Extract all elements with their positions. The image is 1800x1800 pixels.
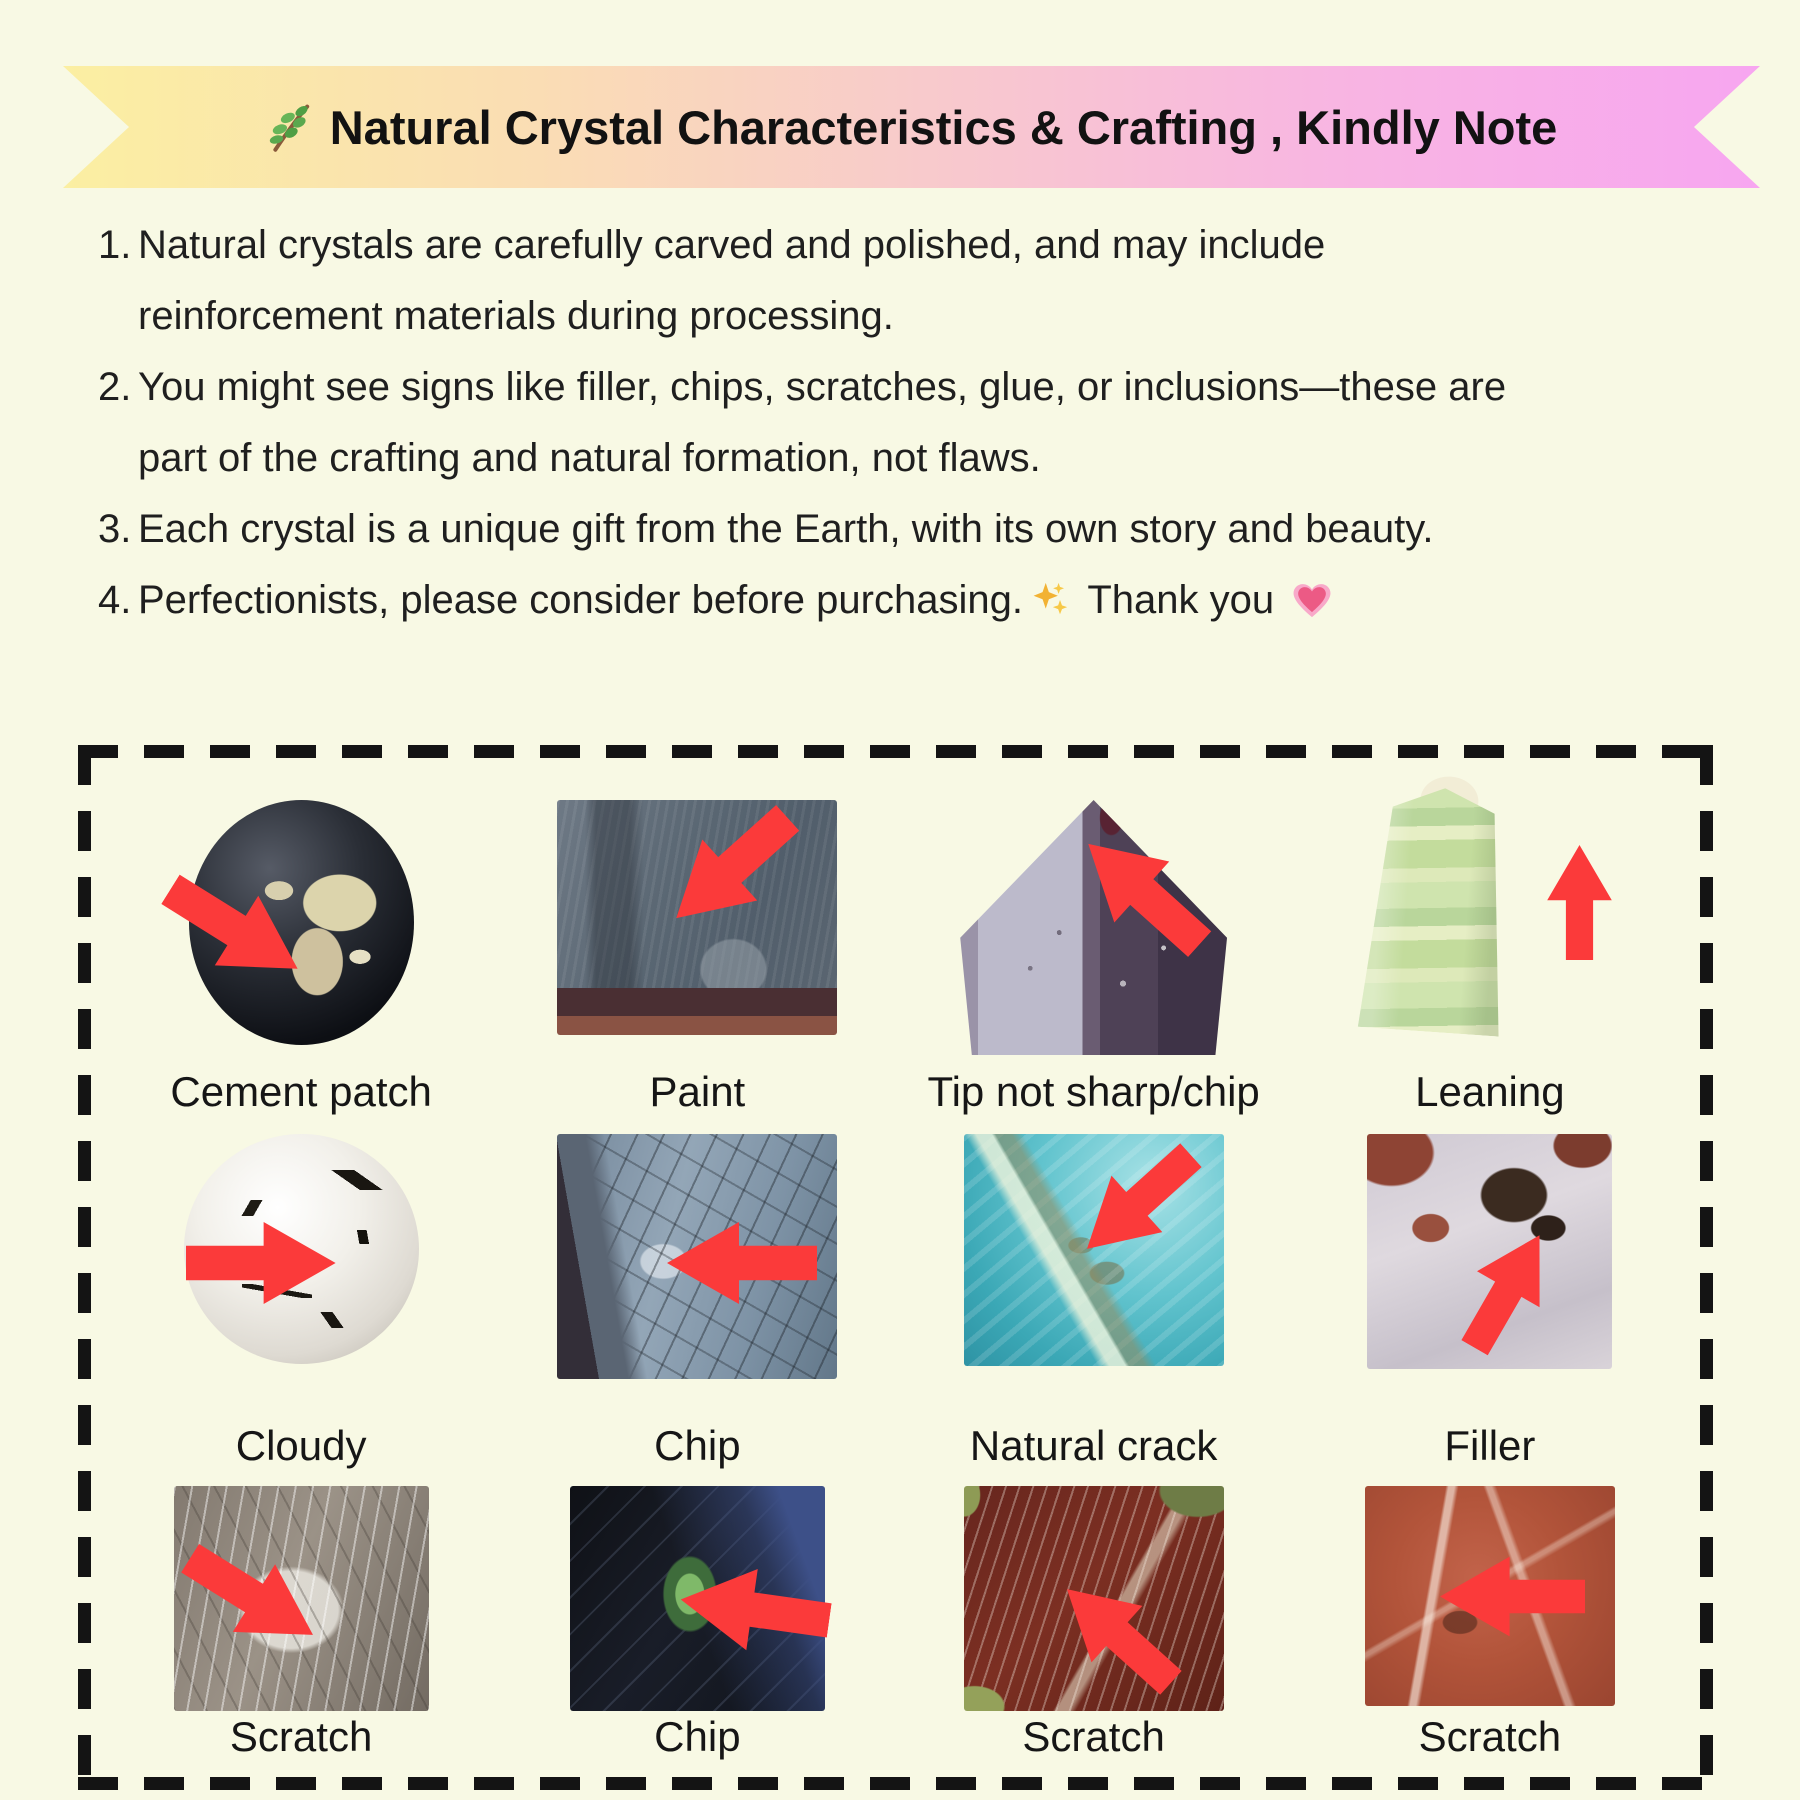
note-item: 1. Natural crystals are carefully carved… [98,210,1658,352]
notes-list: 1. Natural crystals are carefully carved… [98,210,1658,636]
gallery-item-label: Natural crack [969,1422,1218,1469]
crystal-photo-gray-stone-scratches [173,1486,429,1711]
herb-icon [266,102,312,152]
note-line: Natural crystals are carefully carved an… [138,223,1326,267]
gallery-item-label: Cloudy [235,1422,367,1469]
note-text: You might see signs like filler, chips, … [138,352,1506,494]
crystal-photo-green-banded-tower-leaning [1354,775,1521,1037]
gallery-item-label: Leaning [1415,1068,1565,1115]
gallery-item-label: Cement patch [170,1068,432,1115]
note-line: reinforcement materials during processin… [138,294,894,338]
gallery-item-label: Chip [654,1422,741,1469]
photo-frame [189,800,414,1045]
photo-frame [1367,1134,1613,1369]
note-text: Each crystal is a unique gift from the E… [138,494,1433,565]
title-ribbon: Natural Crystal Characteristics & Crafti… [63,66,1760,188]
examples-grid: Cement patch Paint Tip not sharp/chip Le… [91,758,1700,1777]
photo-frame [183,1134,419,1364]
note-line: Each crystal is a unique gift from the E… [138,507,1434,551]
gallery-item-label: Paint [649,1068,746,1115]
note-line: You might see signs like filler, chips, … [138,365,1507,409]
red-arrow-icon [1537,845,1622,960]
gallery-item: Leaning [1292,772,1688,1124]
gallery-item-label: Tip not sharp/chip [927,1068,1260,1115]
dashed-border-top [78,745,1713,758]
gallery-item-label: Scratch [1418,1713,1562,1760]
pink-heart-icon [1293,584,1331,618]
note-text: Natural crystals are carefully carved an… [138,210,1325,352]
note-number: 4. [98,578,132,622]
photo-frame [557,1134,838,1379]
gallery-item-label: Filler [1444,1422,1536,1469]
gallery-item: Filler [1292,1124,1688,1478]
photo-frame [1364,1486,1615,1706]
gallery-item-label: Scratch [229,1713,373,1760]
note-item: 2. You might see signs like filler, chip… [98,352,1658,494]
gallery-item: Chip [499,1124,895,1478]
note-number: 1. [98,223,132,267]
dashed-border-bottom [78,1777,1713,1790]
note-item: 3. Each crystal is a unique gift from th… [98,494,1658,565]
photo-frame [1362,780,1617,1045]
gallery-item: Cloudy [103,1124,499,1478]
photo-frame [557,800,838,1035]
note-line: part of the crafting and natural formati… [138,436,1041,480]
gallery-item: Scratch [103,1478,499,1769]
sparkles-icon [1033,582,1068,615]
gallery-item-label: Chip [654,1713,741,1760]
gallery-item: Paint [499,772,895,1124]
note-text: Perfectionists, please consider before p… [138,565,1339,636]
photo-frame [963,1134,1224,1366]
gallery-item: Scratch [896,1478,1292,1769]
gallery-item: Chip [499,1478,895,1769]
note-number: 3. [98,507,132,551]
dashed-border-left [78,745,91,1790]
page-title: Natural Crystal Characteristics & Crafti… [329,100,1558,154]
examples-panel: Cement patch Paint Tip not sharp/chip Le… [78,745,1713,1790]
photo-frame [174,1486,429,1711]
gallery-item: Tip not sharp/chip [896,772,1292,1124]
note-line: Perfectionists, please consider before p… [138,565,1339,636]
photo-frame [949,800,1239,1055]
gallery-item: Scratch [1292,1478,1688,1769]
note-item: 4. Perfectionists, please consider befor… [98,565,1658,636]
gallery-item: Cement patch [103,772,499,1124]
dashed-border-right [1700,745,1713,1790]
photo-frame [569,1486,825,1711]
gallery-item-label: Scratch [1022,1713,1165,1760]
photo-frame [963,1486,1224,1711]
note-number: 2. [98,365,132,409]
crystal-photo-gray-slab-with-paint [557,800,838,1035]
gallery-item: Natural crack [896,1124,1292,1478]
